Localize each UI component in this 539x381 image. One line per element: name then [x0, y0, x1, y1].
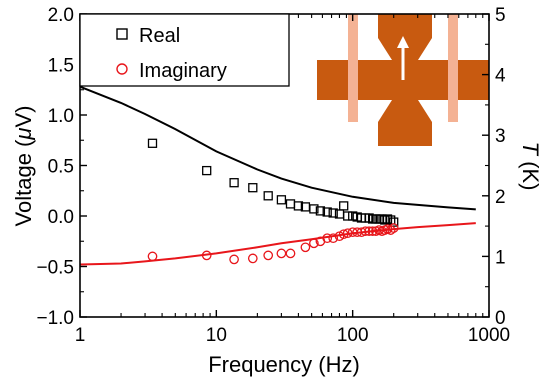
real-point	[386, 215, 396, 225]
imaginary-point	[229, 254, 239, 265]
real-point	[202, 165, 212, 176]
legend-imaginary-label: Imaginary	[139, 60, 227, 82]
y-tick-label: 0.5	[48, 157, 74, 178]
real-point	[322, 207, 332, 217]
real-point	[229, 178, 239, 188]
inset-bottom-contact	[378, 100, 432, 146]
imaginary-point	[338, 229, 349, 240]
y2-tick-label: 0	[495, 308, 506, 329]
real-point	[309, 204, 319, 214]
imaginary-point	[360, 226, 371, 237]
y-axis-title-prefix: Voltage (	[11, 139, 36, 227]
real-point	[389, 217, 399, 227]
imaginary-point	[309, 238, 319, 249]
real-point	[248, 183, 258, 193]
real-point	[328, 208, 338, 218]
imaginary-point	[247, 253, 258, 264]
x-tick-label: 10	[206, 325, 227, 346]
inset-stripe-left-top	[348, 14, 358, 122]
real-point	[382, 214, 393, 224]
real-point	[293, 201, 304, 211]
imaginary-point	[342, 228, 353, 239]
y-tick-label: 0.0	[48, 207, 74, 228]
real-point	[263, 191, 273, 201]
y-tick-label: 1.5	[48, 56, 74, 77]
inset-device-illustration	[317, 14, 489, 146]
y-axis-title: Voltage (μV)	[11, 106, 36, 227]
inset-stripe-right-top	[448, 14, 458, 122]
y2-axis-title-unit: (K)	[518, 155, 539, 190]
y2-tick-label: 2	[495, 187, 506, 208]
imaginary-point	[263, 250, 274, 261]
real-point	[380, 215, 390, 225]
imaginary-point	[322, 233, 333, 244]
imaginary-point	[276, 248, 287, 259]
y-tick-label: 1.0	[48, 106, 74, 127]
x-tick-label: 1	[75, 325, 86, 346]
y2-axis-title: T (K)	[518, 142, 539, 191]
y2-tick-label: 5	[495, 5, 506, 26]
imaginary-point	[356, 227, 367, 238]
real-point	[377, 214, 387, 224]
x-tick-label: 1000	[468, 325, 510, 346]
x-axis-title: Frequency (Hz)	[208, 352, 360, 377]
legend: Real Imaginary	[79, 13, 290, 87]
y2-tick-label: 4	[495, 66, 506, 87]
inset-arrow-head	[397, 36, 409, 48]
imaginary-point	[201, 250, 212, 261]
real-point	[285, 199, 296, 209]
real-point	[276, 195, 287, 205]
imaginary-point	[300, 242, 311, 253]
imaginary-point	[385, 225, 396, 235]
legend-box	[79, 13, 290, 87]
red-model-line	[79, 222, 476, 266]
real-point	[315, 206, 326, 216]
x-tick-label: 100	[337, 325, 369, 346]
black-model-line	[79, 85, 476, 211]
y2-tick-label: 3	[495, 126, 506, 147]
legend-imaginary-marker	[116, 63, 128, 75]
y2-axis-title-var: T	[518, 142, 539, 157]
legend-real-label: Real	[139, 25, 180, 47]
imaginary-point	[328, 233, 339, 244]
inset-top-contact	[378, 14, 432, 60]
imaginary-point	[285, 248, 296, 259]
imaginary-point	[364, 226, 374, 237]
plot-content	[79, 85, 476, 266]
y-tick-label: −0.5	[36, 258, 74, 279]
legend-real-marker	[116, 28, 128, 40]
imaginary-point	[147, 251, 158, 262]
y-tick-label: 2.0	[48, 5, 74, 26]
real-point	[339, 201, 349, 211]
y2-tick-label: 1	[495, 247, 506, 268]
y-axis-title-mu: μ	[11, 128, 36, 141]
y-axis-title-suffix: V)	[11, 106, 36, 128]
y-tick-label: −1.0	[36, 308, 74, 329]
real-point	[147, 138, 158, 148]
imaginary-point	[388, 223, 399, 233]
real-point	[343, 211, 353, 221]
imaginary-point	[367, 226, 378, 237]
